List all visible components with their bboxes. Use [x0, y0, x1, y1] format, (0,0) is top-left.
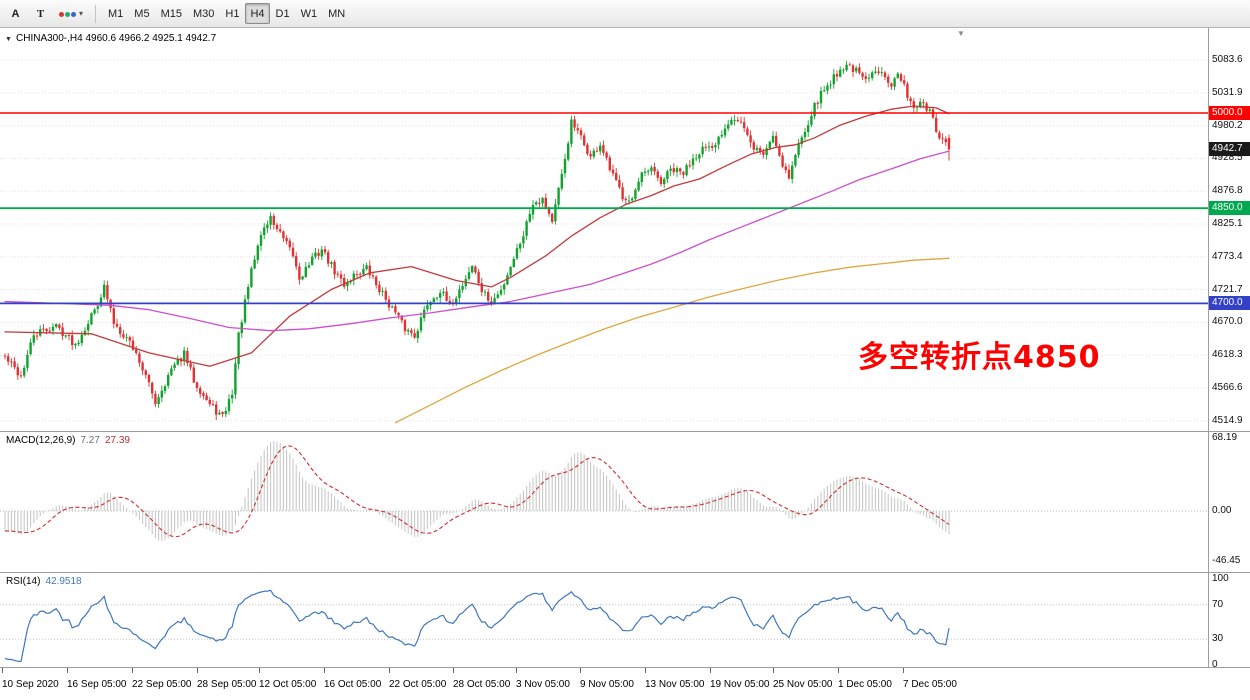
ma-line-mid-magenta	[4, 150, 950, 332]
price-tick-label: 4928.5	[1212, 152, 1243, 164]
chart-shift-marker-icon[interactable]: ▼	[957, 29, 965, 38]
panel-separator[interactable]	[0, 431, 1250, 432]
time-tick	[838, 668, 839, 673]
rsi-line	[4, 589, 950, 663]
colors-dropdown-button[interactable]: ▾	[54, 3, 88, 24]
toolbar-separator	[95, 4, 97, 23]
cursor-tool-button[interactable]: A	[11, 7, 20, 20]
time-axis-label: 22 Sep 05:00	[132, 679, 192, 690]
time-tick	[453, 668, 454, 673]
time-tick	[2, 668, 3, 673]
time-tick	[132, 668, 133, 673]
macd-indicator-label: MACD(12,26,9) 7.27 27.39	[6, 435, 130, 446]
rsi-indicator-label: RSI(14) 42.9518	[6, 576, 82, 587]
timeframe-button-M15[interactable]: M15	[160, 7, 182, 20]
price-tick-label: 5083.6	[1212, 53, 1243, 65]
time-axis[interactable]: 10 Sep 2020 16 Sep 05:00 22 Sep 05:00 28 Se…	[0, 668, 1250, 700]
time-axis-label: 12 Oct 05:00	[259, 679, 317, 690]
one-click-panel-toggle[interactable]: ▼	[5, 36, 12, 43]
time-axis-label: 25 Nov 05:00	[773, 679, 833, 690]
time-tick	[773, 668, 774, 673]
macd-axis-label: -46.45	[1212, 554, 1241, 566]
timeframe-button-H4[interactable]: H4	[245, 3, 270, 24]
chart-text-annotation[interactable]: 多空转折点4850	[858, 340, 1101, 375]
macd-name: MACD(12,26,9)	[6, 435, 76, 446]
time-axis-label: 16 Sep 05:00	[67, 679, 127, 690]
price-line-badge: 5000.0	[1209, 106, 1250, 121]
ma-line-fast-red	[4, 105, 950, 367]
time-axis-label: 13 Nov 05:00	[645, 679, 705, 690]
price-line-badge: 4700.0	[1209, 296, 1250, 311]
time-axis-label: 28 Sep 05:00	[197, 679, 257, 690]
price-tick-label: 4670.0	[1212, 316, 1243, 328]
time-tick	[389, 668, 390, 673]
timeframe-button-H1[interactable]: H1	[225, 7, 240, 20]
macd-panel-area[interactable]	[0, 432, 1208, 572]
time-tick	[645, 668, 646, 673]
time-axis-label: 22 Oct 05:00	[389, 679, 447, 690]
price-tick-label: 4980.2	[1212, 119, 1243, 131]
time-tick	[259, 668, 260, 673]
time-axis-label: 28 Oct 05:00	[453, 679, 511, 690]
time-axis-label: 3 Nov 05:00	[516, 679, 570, 690]
rsi-value: 42.9518	[45, 576, 82, 587]
price-tick-label: 4514.9	[1212, 414, 1243, 426]
time-tick	[903, 668, 904, 673]
price-tick-label: 4618.3	[1212, 349, 1243, 361]
rsi-axis-label: 30	[1212, 633, 1224, 645]
price-tick-label: 4876.8	[1212, 185, 1243, 197]
rsi-axis-label: 0	[1212, 659, 1218, 670]
macd-signal-value: 27.39	[104, 435, 130, 446]
macd-histogram	[4, 441, 950, 541]
time-tick	[710, 668, 711, 673]
panel-separator	[0, 667, 1250, 668]
timeframe-button-M30[interactable]: M30	[192, 7, 215, 20]
price-gridlines	[0, 59, 1208, 422]
candlestick-series	[3, 61, 951, 420]
time-axis-label: 1 Dec 05:00	[838, 679, 892, 690]
panel-separator[interactable]	[0, 572, 1250, 573]
time-axis-label: 19 Nov 05:00	[710, 679, 770, 690]
rsi-axis-label: 100	[1212, 573, 1229, 584]
price-tick-label: 5031.9	[1212, 86, 1243, 98]
price-axis[interactable]: 5083.6 5031.9 4980.2 4928.5 4876.8 4825.1 4773…	[1209, 28, 1250, 700]
timeframe-button-D1[interactable]: D1	[275, 7, 290, 20]
price-tick-label: 4721.7	[1212, 283, 1243, 295]
ma-line-slow-orange	[394, 257, 950, 424]
price-tick-label: 4566.6	[1212, 382, 1243, 394]
timeframe-button-MN[interactable]: MN	[328, 7, 346, 20]
main-chart-area[interactable]	[0, 28, 1208, 431]
chevron-down-icon: ▾	[79, 9, 84, 18]
macd-main-value: 7.27	[80, 435, 100, 446]
price-axis-border	[1208, 28, 1209, 667]
macd-signal-line	[4, 445, 950, 538]
time-axis-label: 16 Oct 05:00	[324, 679, 382, 690]
time-axis-label: 9 Nov 05:00	[580, 679, 634, 690]
timeframe-button-M5[interactable]: M5	[134, 7, 150, 20]
price-tick-label: 4773.4	[1212, 250, 1243, 262]
time-tick	[516, 668, 517, 673]
macd-axis-label: 0.00	[1212, 505, 1232, 516]
price-line-badge: 4850.0	[1209, 201, 1250, 216]
symbol-ohlc-label: CHINA300-,H4 4960.6 4966.2 4925.1 4942.7	[16, 33, 217, 44]
time-axis-label: 10 Sep 2020	[2, 679, 59, 690]
text-tool-button[interactable]: T	[36, 7, 45, 20]
rsi-axis-label: 70	[1212, 598, 1224, 610]
time-tick	[197, 668, 198, 673]
palette-icon	[59, 8, 77, 20]
macd-axis-label: 68.19	[1212, 431, 1238, 443]
timeframe-button-W1[interactable]: W1	[300, 7, 318, 20]
time-tick	[580, 668, 581, 673]
toolbar: A T ▾ M1 M5 M15 M30 H1 H4 D1 W1 MN	[0, 0, 1250, 28]
time-axis-label: 7 Dec 05:00	[903, 679, 957, 690]
timeframe-group: M1 M5 M15 M30 H1 H4 D1 W1 MN	[103, 3, 350, 24]
timeframe-button-M1[interactable]: M1	[108, 7, 124, 20]
rsi-panel-area[interactable]	[0, 573, 1208, 667]
price-tick-label: 4825.1	[1212, 218, 1243, 229]
current-price-badge: 4942.7	[1209, 142, 1250, 157]
time-tick	[67, 668, 68, 673]
rsi-name: RSI(14)	[6, 576, 41, 587]
time-tick	[324, 668, 325, 673]
